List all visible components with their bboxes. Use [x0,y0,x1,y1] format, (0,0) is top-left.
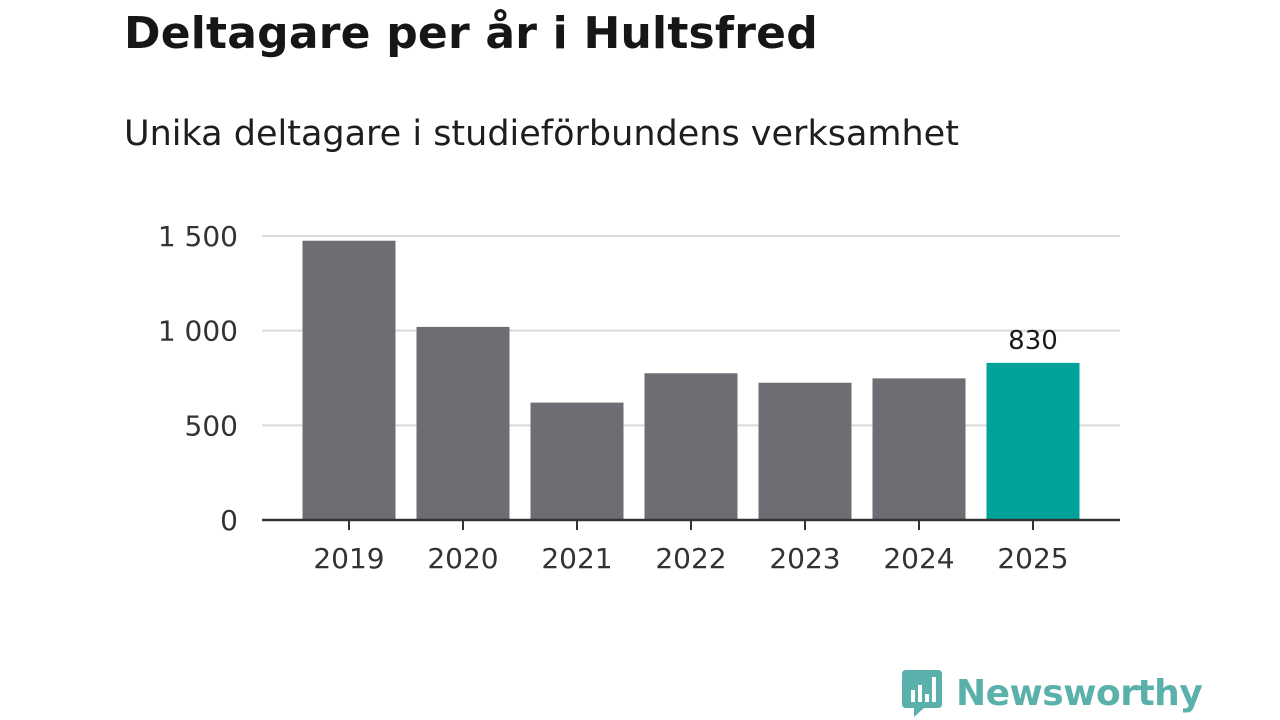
bar-2022 [644,373,738,520]
chart-title: Deltagare per år i Hultsfred [124,8,818,59]
bar-2025 [986,362,1080,520]
brand-name: Newsworthy [956,672,1203,714]
y-tick-label: 0 [220,504,238,537]
chart-subtitle: Unika deltagare i studieförbundens verks… [124,114,959,154]
bar-2020 [416,326,510,520]
x-tick-label: 2020 [427,542,498,575]
newsworthy-logo: Newsworthy [902,668,1203,718]
newsworthy-logo-icon [902,670,942,717]
bar-2019 [302,240,396,520]
y-tick-label: 1 500 [158,220,238,253]
bar-2023 [758,382,852,520]
bar-2024 [872,378,966,520]
bar-2021 [530,402,624,520]
x-tick-label: 2021 [541,542,612,575]
x-tick-label: 2024 [883,542,954,575]
x-tick-label: 2022 [655,542,726,575]
y-tick-label: 500 [185,409,238,442]
x-tick-label: 2019 [313,542,384,575]
data-label: 830 [1008,326,1058,356]
y-tick-label: 1 000 [158,315,238,348]
x-tick-label: 2023 [769,542,840,575]
x-tick-label: 2025 [997,542,1068,575]
